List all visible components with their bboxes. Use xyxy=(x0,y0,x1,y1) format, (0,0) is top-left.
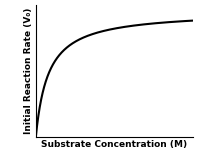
X-axis label: Substrate Concentration (M): Substrate Concentration (M) xyxy=(41,140,187,149)
Y-axis label: Initial Reaction Rate (V₀): Initial Reaction Rate (V₀) xyxy=(24,8,33,134)
